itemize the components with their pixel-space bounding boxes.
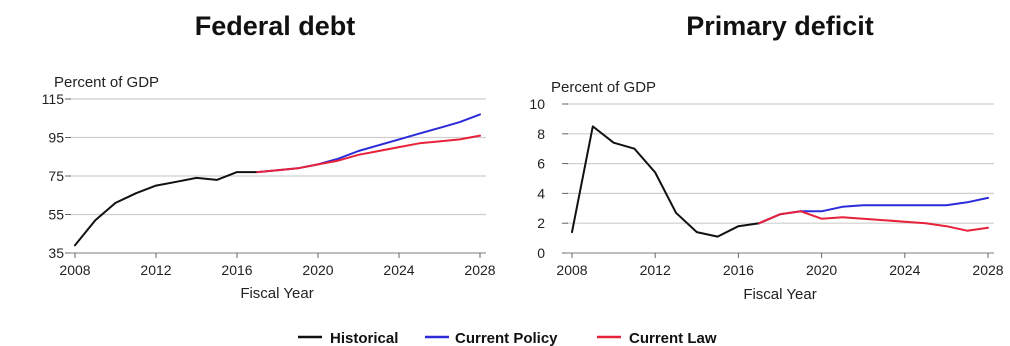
x-axis-title: Fiscal Year — [743, 286, 816, 303]
y-tick-label: 75 — [48, 168, 64, 184]
y-tick-label: 115 — [42, 91, 65, 107]
x-axis: 2008 2012 2016 2020 2024 2028 — [556, 252, 1004, 278]
y-tick-label: 95 — [48, 130, 64, 146]
y-tick-labels: 35 55 75 95 115 — [42, 91, 71, 261]
series-line-current-law — [256, 134, 481, 174]
series-line-historical — [74, 171, 259, 247]
y-axis-unit-label: Percent of GDP — [54, 74, 159, 91]
x-tick-label: 2008 — [556, 262, 587, 278]
y-tick-label: 55 — [48, 207, 64, 223]
panel-primary-deficit: Primary deficit Percent of GDP 0 2 4 6 8 10 2… — [529, 11, 1003, 303]
x-tick-label: 2008 — [59, 262, 90, 278]
legend: Historical Current Policy Current Law — [298, 330, 717, 346]
x-axis-title: Fiscal Year — [240, 285, 313, 302]
y-tick-label: 6 — [537, 156, 545, 172]
x-tick-label: 2012 — [640, 262, 671, 278]
gridlines — [69, 98, 486, 254]
panel-federal-debt: Federal debt Percent of GDP 35557595115 … — [42, 11, 496, 302]
legend-item-current-policy: Current Policy — [425, 330, 558, 346]
y-tick-label: 2 — [537, 215, 545, 231]
y-tick-label: 10 — [529, 96, 545, 112]
series-line-historical — [571, 125, 761, 238]
x-tick-label: 2016 — [723, 262, 754, 278]
series-lines — [571, 125, 989, 238]
series-line-current-law — [758, 210, 989, 232]
y-tick-label: 35 — [48, 245, 64, 261]
x-tick-label: 2020 — [302, 262, 333, 278]
legend-label: Current Policy — [455, 330, 558, 346]
legend-item-historical: Historical — [298, 330, 398, 346]
y-tick-label: 8 — [537, 126, 545, 142]
chart-title: Federal debt — [195, 11, 356, 41]
series-lines — [74, 113, 481, 247]
x-axis: 2008 2012 2016 2020 2024 2028 — [59, 252, 496, 278]
x-tick-label: 2024 — [889, 262, 920, 278]
x-tick-label: 2016 — [221, 262, 252, 278]
legend-item-current-law: Current Law — [597, 330, 717, 346]
y-tick-labels: 0 2 4 6 8 10 — [529, 96, 568, 261]
y-axis-unit-label: Percent of GDP — [551, 79, 656, 96]
legend-label: Current Law — [629, 330, 717, 346]
legend-label: Historical — [330, 330, 398, 346]
y-tick-label: 0 — [537, 245, 545, 261]
gridlines — [566, 103, 994, 254]
series-line-current-policy — [256, 113, 481, 174]
chart-title: Primary deficit — [686, 11, 874, 41]
y-tick-label: 4 — [537, 185, 545, 201]
x-tick-label: 2020 — [806, 262, 837, 278]
x-tick-label: 2028 — [972, 262, 1003, 278]
x-tick-label: 2028 — [464, 262, 495, 278]
x-tick-label: 2012 — [140, 262, 171, 278]
x-tick-label: 2024 — [383, 262, 414, 278]
